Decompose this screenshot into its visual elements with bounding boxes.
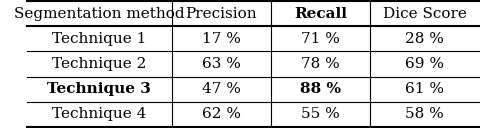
Text: 63 %: 63 % bbox=[202, 57, 241, 71]
Text: Technique 3: Technique 3 bbox=[48, 82, 151, 96]
Text: 17 %: 17 % bbox=[202, 32, 241, 46]
Text: 69 %: 69 % bbox=[405, 57, 444, 71]
Text: 62 %: 62 % bbox=[202, 107, 241, 121]
Text: 55 %: 55 % bbox=[301, 107, 340, 121]
Text: 88 %: 88 % bbox=[300, 82, 341, 96]
Text: Dice Score: Dice Score bbox=[383, 7, 467, 21]
Text: 47 %: 47 % bbox=[202, 82, 241, 96]
Text: Precision: Precision bbox=[185, 7, 257, 21]
Text: 58 %: 58 % bbox=[405, 107, 444, 121]
Text: Segmentation method: Segmentation method bbox=[14, 7, 185, 21]
Text: Technique 2: Technique 2 bbox=[52, 57, 146, 71]
Text: 71 %: 71 % bbox=[301, 32, 340, 46]
Text: Technique 4: Technique 4 bbox=[52, 107, 146, 121]
Text: Recall: Recall bbox=[294, 7, 347, 21]
Text: 28 %: 28 % bbox=[405, 32, 444, 46]
Text: 78 %: 78 % bbox=[301, 57, 340, 71]
Text: 61 %: 61 % bbox=[405, 82, 444, 96]
Text: Technique 1: Technique 1 bbox=[52, 32, 146, 46]
